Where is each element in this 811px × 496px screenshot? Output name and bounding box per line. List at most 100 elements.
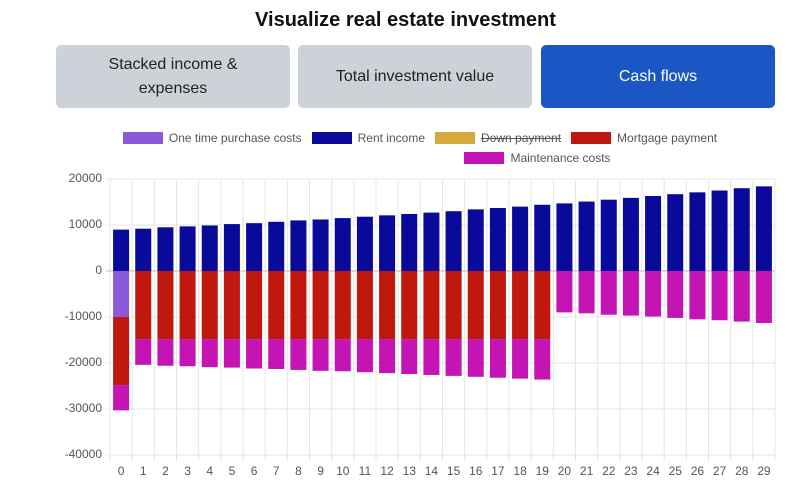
legend-swatch: [122, 132, 163, 144]
bar-segment: [179, 271, 196, 340]
tab[interactable]: Cash flows: [541, 45, 775, 108]
x-tick-label: 23: [624, 464, 638, 478]
bar-segment: [290, 220, 307, 271]
x-tick-label: 11: [359, 464, 372, 478]
x-tick-label: 1: [140, 464, 147, 478]
x-tick-label: 5: [229, 464, 236, 478]
legend-item[interactable]: Mortgage payment: [571, 131, 717, 145]
legend-item[interactable]: Down payment: [435, 131, 561, 145]
bar-segment: [179, 226, 196, 271]
tab[interactable]: Stacked income & expenses: [56, 45, 290, 108]
bar-segment: [689, 271, 706, 320]
x-tick-label: 29: [757, 464, 771, 478]
y-tick-label: -10000: [65, 309, 103, 323]
legend: One time purchase costs Rent income Down p…: [100, 131, 740, 165]
legend-item[interactable]: One time purchase costs: [122, 131, 302, 145]
bar-segment: [356, 339, 373, 373]
page-title: Visualize real estate investment: [255, 9, 556, 31]
bar-segment: [733, 188, 750, 271]
x-tick-label: 27: [713, 464, 727, 478]
x-tick-label: 26: [691, 464, 705, 478]
bar-segment: [135, 339, 152, 365]
bar-segment: [379, 271, 396, 340]
bar-segment: [113, 317, 130, 386]
bar-segment: [600, 271, 617, 315]
bar-segment: [356, 271, 373, 340]
bar-segment: [246, 223, 263, 271]
bar-segment: [268, 339, 285, 369]
bar-segment: [201, 339, 218, 368]
x-tick-label: 6: [251, 464, 258, 478]
bar-segment: [578, 271, 595, 314]
bar-segment: [711, 271, 728, 321]
bar-segment: [135, 228, 152, 271]
bar-segment: [755, 271, 772, 323]
bar-segment: [268, 271, 285, 340]
bar-segment: [489, 271, 506, 340]
x-tick-label: 18: [513, 464, 527, 478]
bar-segment: [312, 271, 329, 340]
bar-segment: [667, 271, 684, 318]
bar-segment: [246, 271, 263, 340]
x-tick-label: 2: [162, 464, 169, 478]
bar-segment: [290, 339, 307, 370]
bar-segment: [445, 339, 462, 376]
bar-segment: [622, 197, 639, 271]
x-tick-label: 9: [317, 464, 324, 478]
bar-segment: [334, 339, 351, 372]
tab[interactable]: Total investment value: [298, 45, 532, 108]
x-tick-label: 15: [447, 464, 461, 478]
bar-segment: [467, 209, 484, 271]
bar-segment: [201, 271, 218, 340]
bar-segment: [467, 271, 484, 340]
bar-segment: [534, 339, 551, 380]
bar-segment: [423, 212, 440, 271]
bar-segment: [268, 221, 285, 271]
bar-segment: [135, 271, 152, 340]
x-tick-label: 24: [646, 464, 660, 478]
bar-segment: [157, 271, 174, 340]
y-tick-label: 20000: [69, 171, 103, 185]
bar-segment: [334, 218, 351, 271]
bar-segment: [755, 186, 772, 271]
legend-item[interactable]: Rent income: [311, 131, 425, 145]
bar-segment: [534, 204, 551, 271]
bar-segment: [379, 215, 396, 271]
bar-segment: [423, 339, 440, 375]
x-tick-label: 10: [336, 464, 350, 478]
bar-segment: [667, 194, 684, 271]
legend-item[interactable]: Maintenance costs: [464, 151, 611, 165]
legend-label: Down payment: [481, 131, 562, 145]
bar-segment: [467, 339, 484, 377]
y-tick-label: 0: [95, 263, 102, 277]
bar-segment: [179, 339, 196, 367]
bar-segment: [113, 229, 130, 271]
legend-label: One time purchase costs: [168, 131, 302, 145]
y-tick-label: -20000: [65, 355, 103, 369]
bar-segment: [201, 225, 218, 271]
x-tick-label: 12: [380, 464, 394, 478]
x-tick-label: 4: [206, 464, 213, 478]
x-tick-label: 14: [425, 464, 439, 478]
x-tick-label: 28: [735, 464, 749, 478]
bar-segment: [556, 203, 573, 271]
legend-swatch: [311, 132, 352, 144]
bar-segment: [600, 199, 617, 271]
bar-segment: [689, 192, 706, 271]
legend-swatch: [464, 152, 505, 164]
bar-segment: [401, 213, 418, 271]
x-tick-label: 0: [118, 464, 125, 478]
bar-segment: [113, 385, 130, 411]
legend-label: Mortgage payment: [617, 131, 718, 145]
bar-segment: [290, 271, 307, 340]
x-tick-label: 20: [558, 464, 572, 478]
bar-segment: [445, 271, 462, 340]
bar-segment: [534, 271, 551, 340]
bar-segment: [401, 339, 418, 375]
x-tick-label: 13: [403, 464, 417, 478]
y-tick-label: -40000: [65, 447, 103, 461]
bar-segment: [246, 339, 263, 369]
bar-segment: [733, 271, 750, 322]
bar-segment: [645, 271, 662, 317]
